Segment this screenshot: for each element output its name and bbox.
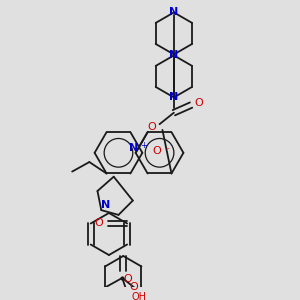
Text: O: O bbox=[194, 98, 203, 108]
Text: O: O bbox=[124, 274, 132, 284]
Text: O: O bbox=[148, 122, 156, 132]
Text: N: N bbox=[101, 200, 111, 210]
Text: N: N bbox=[169, 50, 178, 60]
Text: N: N bbox=[129, 143, 138, 153]
Text: ⁻: ⁻ bbox=[165, 146, 170, 156]
Text: N: N bbox=[169, 92, 178, 102]
Text: O: O bbox=[152, 146, 161, 156]
Text: O: O bbox=[129, 283, 138, 292]
Text: +: + bbox=[140, 141, 147, 150]
Text: N: N bbox=[169, 8, 178, 17]
Text: O: O bbox=[94, 218, 103, 229]
Text: OH: OH bbox=[132, 292, 147, 300]
